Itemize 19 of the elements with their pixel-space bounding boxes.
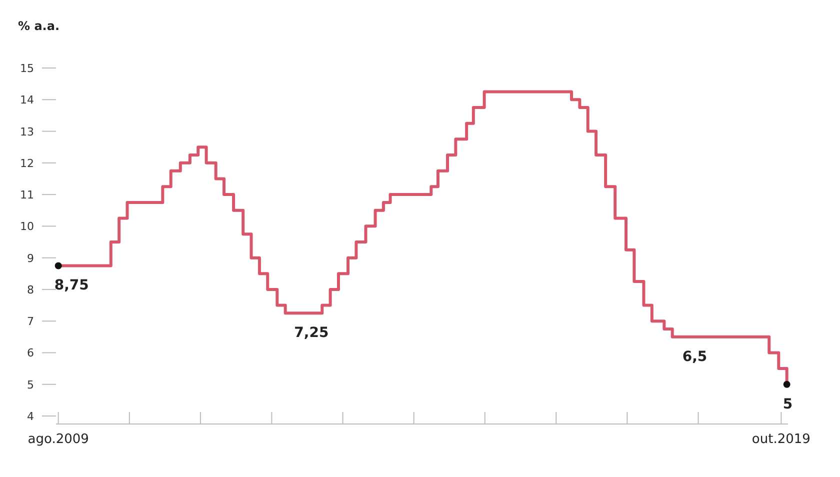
y-tick-label: 14 bbox=[20, 94, 34, 107]
x-tick-label: out.2019 bbox=[752, 432, 810, 447]
y-axis-title: % a.a. bbox=[18, 19, 60, 33]
y-tick-label: 5 bbox=[27, 378, 34, 392]
annotation: 8,75 bbox=[54, 278, 89, 294]
y-tick-label: 7 bbox=[27, 315, 34, 328]
y-tick-label: 13 bbox=[20, 125, 34, 138]
y-tick-label: 10 bbox=[20, 220, 34, 234]
annotation: 5 bbox=[782, 396, 793, 412]
y-tick-label: 8 bbox=[27, 283, 34, 296]
y-tick-label: 11 bbox=[20, 188, 34, 202]
y-tick-label: 15 bbox=[20, 62, 34, 75]
y-tick-label: 12 bbox=[20, 156, 34, 170]
y-tick-label: 6 bbox=[27, 346, 34, 360]
y-tick-label: 9 bbox=[27, 252, 34, 265]
y-tick-label: 4 bbox=[27, 410, 34, 423]
annotation: 6,5 bbox=[682, 348, 708, 365]
x-tick-label: ago.2009 bbox=[28, 432, 89, 447]
annotation: 7,25 bbox=[294, 325, 329, 342]
